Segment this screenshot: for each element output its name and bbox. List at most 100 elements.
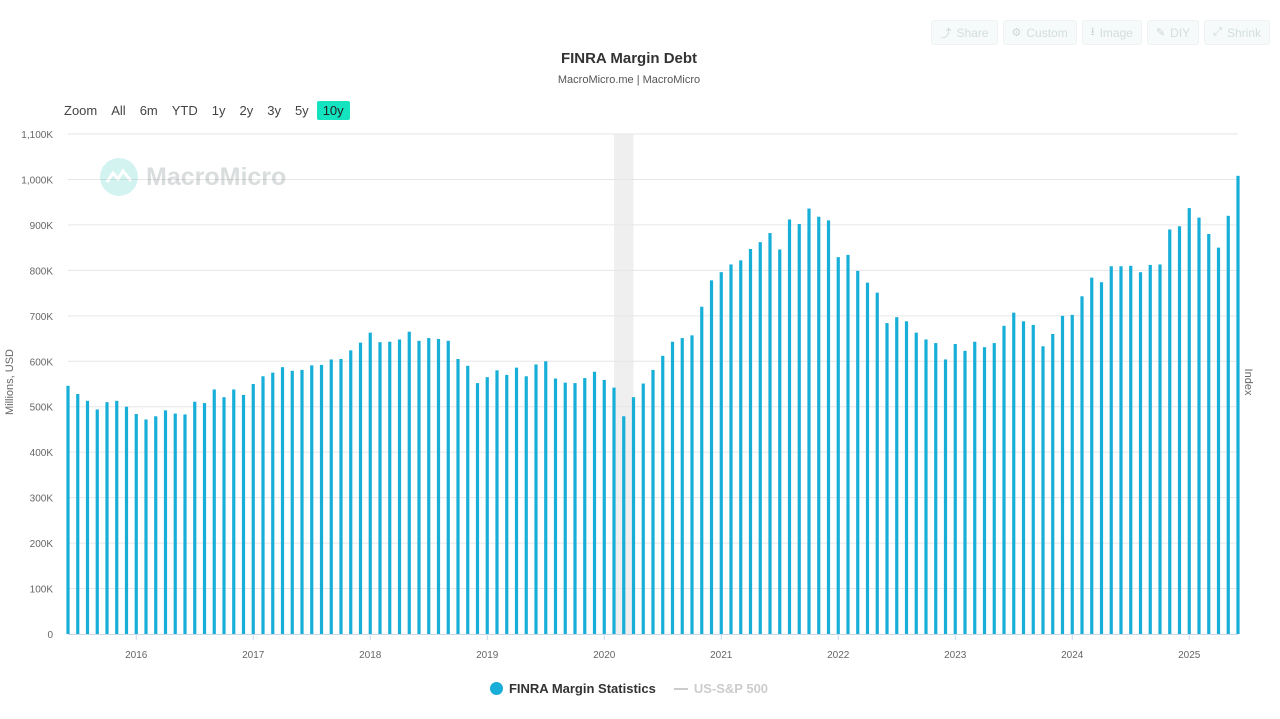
watermark-text: MacroMicro — [146, 162, 287, 191]
bar — [212, 389, 216, 634]
x-tick-label: 2020 — [593, 650, 616, 661]
bar — [758, 242, 762, 634]
bar — [1002, 325, 1006, 634]
bar — [622, 416, 626, 634]
zoom-label: Zoom — [64, 103, 98, 118]
bar — [992, 343, 996, 634]
bar — [1021, 321, 1026, 634]
y-tick-label: 400K — [30, 448, 54, 459]
bar — [222, 397, 226, 634]
x-tick-label: 2022 — [827, 650, 850, 661]
range-2y-button[interactable]: 2y — [239, 103, 254, 118]
range-10y-button[interactable]: 10y — [316, 101, 350, 120]
bar — [66, 385, 70, 634]
bar — [651, 369, 655, 634]
bar — [310, 365, 314, 634]
diy-button[interactable]: ✎ DIY — [1146, 20, 1200, 45]
bar — [1197, 217, 1201, 635]
legend-label: US-S&P 500 — [693, 681, 769, 696]
bar — [1177, 226, 1182, 635]
shaded-period-layer — [614, 134, 634, 634]
bar — [407, 331, 411, 634]
shrink-button[interactable]: ⤢ Shrink — [1204, 20, 1270, 45]
bar — [202, 403, 207, 634]
bar — [173, 413, 177, 634]
bar — [1187, 208, 1191, 634]
range-5y-button[interactable]: 5y — [294, 103, 309, 118]
bar — [797, 224, 801, 634]
bar — [1090, 277, 1094, 634]
x-tick-label: 2025 — [1178, 650, 1201, 661]
chart-title: FINRA Margin Debt — [560, 50, 698, 67]
bar — [1109, 266, 1113, 634]
bar — [817, 216, 821, 634]
bar — [193, 401, 197, 634]
bar — [456, 359, 460, 634]
bar — [183, 414, 187, 634]
bar — [1012, 312, 1016, 634]
bar — [397, 339, 402, 634]
bar — [1070, 314, 1074, 634]
bar — [1119, 266, 1123, 634]
image-button[interactable]: ⭳ Image — [1081, 20, 1142, 45]
shaded-period — [614, 134, 634, 634]
legend-item-finra-margin-statistics[interactable]: FINRA Margin Statistics — [489, 681, 656, 696]
x-tick-label: 2021 — [710, 650, 733, 661]
y-tick-label: 1,000K — [21, 175, 53, 186]
bar — [329, 359, 333, 634]
diy-button-label: DIY — [1170, 25, 1191, 40]
bar — [778, 249, 782, 635]
x-tick-label: 2018 — [359, 650, 382, 661]
bar — [368, 332, 372, 634]
y-tick-label: 800K — [30, 266, 54, 277]
range-6m-button[interactable]: 6m — [139, 103, 158, 118]
range-3y-button[interactable]: 3y — [267, 103, 281, 118]
y-tick-label: 700K — [30, 312, 54, 323]
bar — [953, 344, 957, 634]
legend-item-us-sp500[interactable]: US-S&P 500 — [673, 681, 769, 696]
range-all-button[interactable]: All — [111, 103, 126, 118]
bar — [573, 383, 577, 634]
bar — [885, 323, 889, 634]
bar — [865, 282, 870, 634]
x-tick-label: 2024 — [1061, 650, 1084, 661]
bar — [436, 339, 441, 634]
bar — [875, 292, 879, 634]
bar — [641, 383, 645, 634]
bar — [485, 377, 489, 634]
custom-button[interactable]: ⚙ Custom — [1002, 20, 1077, 45]
bar — [592, 371, 597, 634]
bar — [339, 359, 343, 634]
bar — [924, 339, 928, 634]
share-button[interactable]: ⤴ Share — [931, 20, 998, 45]
bar — [982, 347, 987, 634]
y-tick-label: 300K — [30, 494, 54, 505]
x-axis: 2016 2017 2018 2019 2020 2021 2022 2023 2024 2025 — [68, 634, 1238, 661]
bar — [563, 382, 567, 634]
bar — [826, 220, 831, 634]
bar — [807, 208, 811, 634]
bar — [475, 383, 480, 634]
x-tick-label: 2019 — [476, 650, 499, 661]
bar — [154, 416, 158, 634]
custom-button-label: Custom — [1026, 25, 1068, 40]
x-tick-label: 2016 — [125, 650, 148, 661]
bar — [251, 384, 255, 634]
range-ytd-button[interactable]: YTD — [171, 103, 198, 118]
range-1y-button[interactable]: 1y — [211, 103, 226, 118]
y-tick-label: 500K — [30, 403, 54, 414]
bar — [388, 341, 392, 634]
bar — [232, 389, 236, 634]
bar — [963, 350, 967, 634]
bar — [690, 335, 694, 634]
bar — [378, 342, 382, 634]
bar — [1080, 296, 1084, 634]
bar — [95, 409, 99, 634]
y-axis-title-right: Index — [1242, 368, 1254, 396]
y-tick-label: 100K — [30, 585, 54, 596]
bar — [729, 264, 733, 634]
bar — [505, 374, 509, 634]
bar — [1060, 315, 1065, 634]
bar — [241, 394, 246, 634]
bar — [524, 376, 528, 634]
